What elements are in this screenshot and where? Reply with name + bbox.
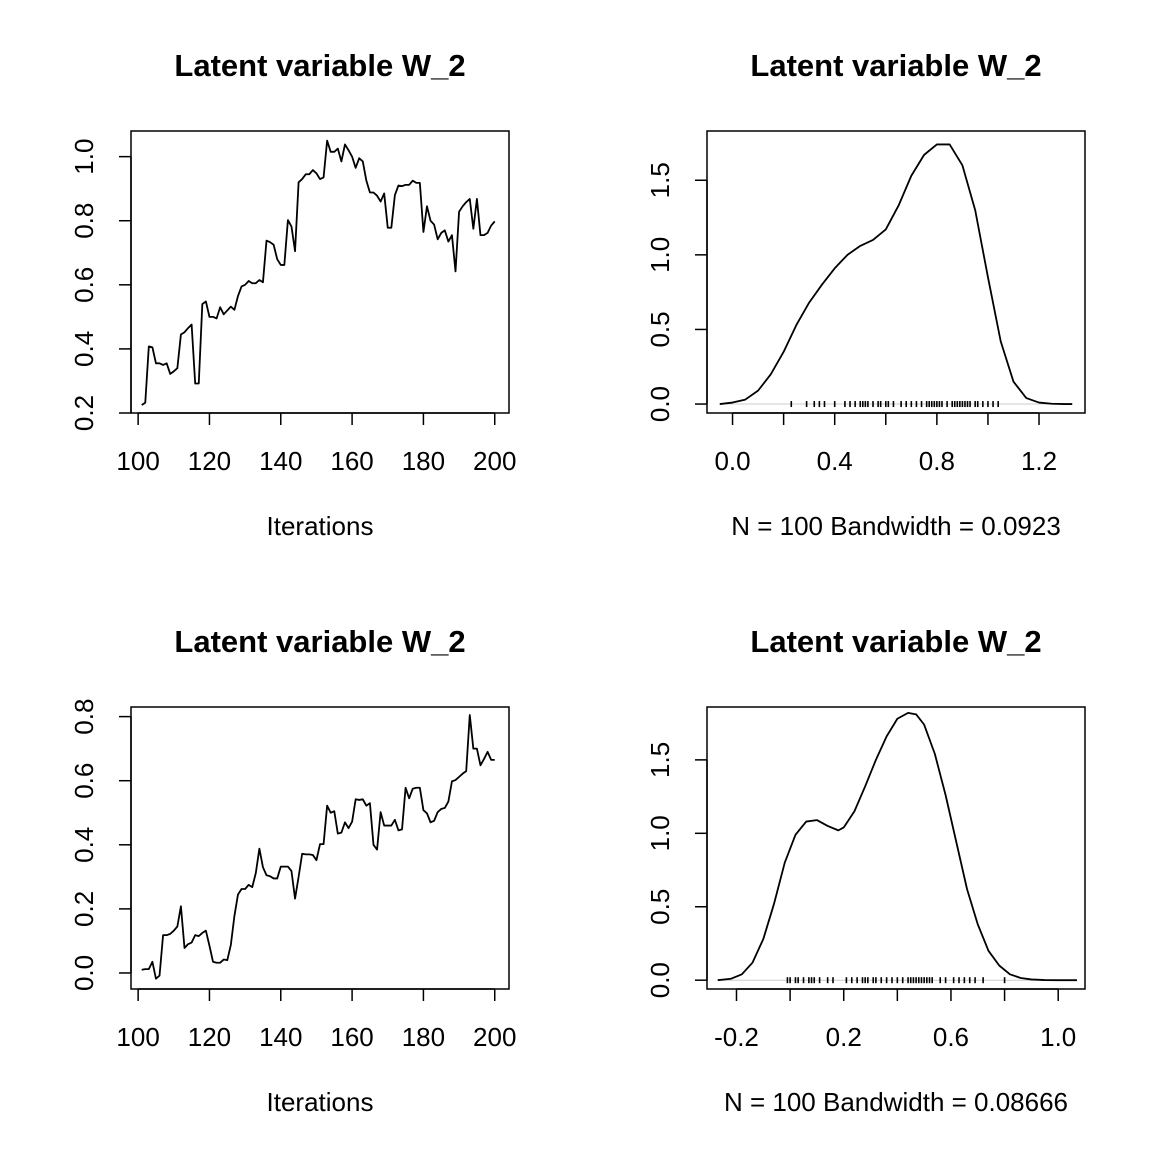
x-tick-label: 180 [402, 446, 445, 476]
x-tick-label: 0.0 [714, 446, 750, 476]
chart-title: Latent variable W_2 [174, 48, 465, 83]
y-tick-label: 1.5 [645, 742, 675, 778]
y-tick-label: 1.0 [69, 139, 99, 175]
panel-2: Latent variable W_2 0.0 0.4 0.8 1.2 0.0 0.5 1.0… [645, 48, 1086, 541]
x-tick-label: 140 [259, 446, 302, 476]
x-tick-label: 0.2 [826, 1022, 862, 1052]
y-tick-label: 0.0 [645, 962, 675, 998]
plot-frame [706, 130, 1086, 414]
x-axis-label: Iterations [267, 1087, 374, 1117]
x-tick-label: 160 [330, 1022, 373, 1052]
panel-4: Latent variable W_2 -0.2 0.2 0.6 1.0 0.0 0.5 1.… [645, 624, 1086, 1117]
x-tick-label: -0.2 [714, 1022, 759, 1052]
density-curve [719, 143, 1073, 405]
x-axis-label: N = 100 Bandwidth = 0.08666 [724, 1087, 1068, 1117]
panel-3: Latent variable W_2 100 120 140 160 180 200 0.0… [69, 624, 516, 1117]
trace-line [141, 139, 496, 406]
x-tick-label: 1.2 [1021, 446, 1057, 476]
y-tick-label: 0.0 [645, 386, 675, 422]
x-tick-label: 100 [116, 446, 159, 476]
panel-1: Latent variable W_2 100 120 140 160 180 200 0.2… [69, 48, 516, 541]
x-tick-label: 180 [402, 1022, 445, 1052]
density-curve [717, 711, 1077, 982]
y-tick-label: 0.5 [645, 311, 675, 347]
chart-title: Latent variable W_2 [750, 48, 1041, 83]
x-tick-label: 140 [259, 1022, 302, 1052]
y-tick-label: 0.0 [69, 955, 99, 991]
x-tick-label: 200 [473, 446, 516, 476]
x-tick-label: 200 [473, 1022, 516, 1052]
y-tick-label: 0.4 [69, 331, 99, 367]
plot-frame [706, 706, 1086, 990]
y-tick-label: 0.4 [69, 827, 99, 863]
y-tick-label: 0.5 [645, 889, 675, 925]
x-tick-label: 100 [116, 1022, 159, 1052]
chart-title: Latent variable W_2 [750, 624, 1041, 659]
trace-line [141, 714, 495, 980]
y-tick-label: 1.0 [645, 237, 675, 273]
y-tick-label: 1.0 [645, 815, 675, 851]
x-tick-label: 120 [188, 446, 231, 476]
x-tick-label: 0.8 [919, 446, 955, 476]
y-tick-label: 0.8 [69, 699, 99, 735]
y-tick-label: 0.6 [69, 267, 99, 303]
y-tick-label: 0.8 [69, 203, 99, 239]
x-tick-label: 0.4 [817, 446, 853, 476]
y-tick-label: 0.2 [69, 891, 99, 927]
plot-frame [130, 130, 510, 414]
y-tick-label: 0.2 [69, 395, 99, 431]
chart-title: Latent variable W_2 [174, 624, 465, 659]
y-tick-label: 1.5 [645, 162, 675, 198]
x-tick-label: 1.0 [1040, 1022, 1076, 1052]
x-axis-label: Iterations [267, 511, 374, 541]
x-tick-label: 120 [188, 1022, 231, 1052]
x-axis-label: N = 100 Bandwidth = 0.0923 [731, 511, 1061, 541]
x-tick-label: 160 [330, 446, 373, 476]
x-tick-label: 0.6 [933, 1022, 969, 1052]
y-tick-label: 0.6 [69, 763, 99, 799]
